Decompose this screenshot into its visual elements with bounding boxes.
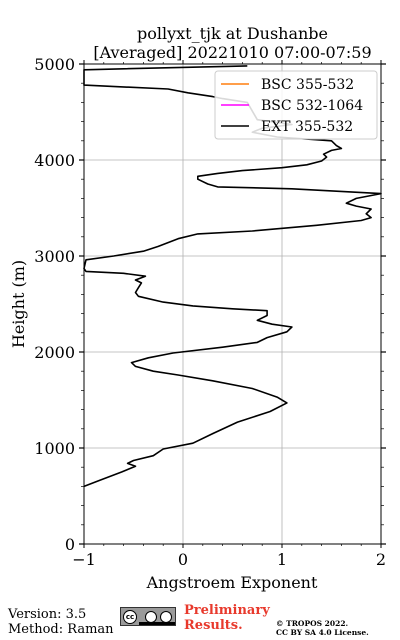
- y-tick-label: 1000: [34, 439, 75, 458]
- x-axis-label: Angstroem Exponent: [146, 573, 318, 592]
- legend-label: BSC 532-1064: [261, 98, 363, 114]
- legend: BSC 355-532 BSC 532-1064 EXT 355-532: [214, 70, 378, 140]
- preliminary-line1: Preliminary: [184, 603, 270, 618]
- series-lines: [83, 65, 382, 488]
- preliminary-results-text: Preliminary Results.: [184, 603, 270, 633]
- legend-box: [214, 70, 378, 140]
- copyright-line2: CC BY SA 4.0 License.: [276, 628, 369, 637]
- x-tick-label: 2: [376, 550, 386, 569]
- series-line: [83, 65, 382, 488]
- cc-icon: cc: [123, 610, 137, 624]
- plot-frame: [83, 63, 382, 545]
- copyright-line1: © TROPOS 2022.: [276, 619, 349, 628]
- y-tick-label: 3000: [34, 247, 75, 266]
- x-tick-label: −1: [72, 550, 96, 569]
- chart-title-line2: [Averaged] 20221010 07:00-07:59: [93, 43, 372, 62]
- method-text: Method: Raman: [8, 622, 114, 637]
- cc-license-logo[interactable]: cc: [120, 607, 176, 626]
- license-strip: [139, 622, 175, 625]
- legend-label: EXT 355-532: [261, 119, 353, 135]
- chart-title-line1: pollyxt_tjk at Dushanbe: [136, 24, 329, 43]
- legend-label: BSC 355-532: [261, 77, 354, 93]
- y-tick-label: 5000: [34, 55, 75, 74]
- y-axis-label: Height (m): [9, 260, 28, 348]
- y-tick-label: 0: [65, 535, 75, 554]
- version-text: Version: 3.5: [8, 607, 87, 622]
- copyright-text: © TROPOS 2022. CC BY SA 4.0 License.: [276, 619, 369, 637]
- x-tick-label: 1: [277, 550, 287, 569]
- y-tick-label: 2000: [34, 343, 75, 362]
- x-tick-label: 0: [178, 550, 188, 569]
- y-tick-label: 4000: [34, 151, 75, 170]
- preliminary-line2: Results.: [184, 618, 243, 633]
